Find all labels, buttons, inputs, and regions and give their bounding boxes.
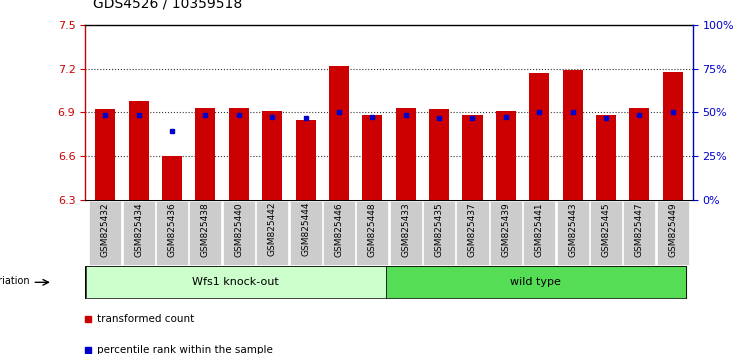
Bar <box>556 201 588 265</box>
Text: GSM825448: GSM825448 <box>368 202 377 257</box>
Bar <box>96 109 116 200</box>
Bar <box>596 115 616 200</box>
Bar <box>229 108 249 200</box>
Text: GSM825447: GSM825447 <box>635 202 644 257</box>
Bar <box>122 201 155 265</box>
Bar <box>629 108 649 200</box>
Text: percentile rank within the sample: percentile rank within the sample <box>97 346 273 354</box>
Bar <box>323 201 355 265</box>
Bar <box>129 101 149 200</box>
Text: GSM825433: GSM825433 <box>401 202 411 257</box>
Text: GDS4526 / 10359518: GDS4526 / 10359518 <box>93 0 242 11</box>
Bar <box>623 201 656 265</box>
Bar <box>523 201 555 265</box>
Text: Wfs1 knock-out: Wfs1 knock-out <box>192 277 279 287</box>
Text: GSM825440: GSM825440 <box>234 202 243 257</box>
Text: transformed count: transformed count <box>97 314 195 324</box>
Bar <box>223 201 255 265</box>
Bar <box>429 109 449 200</box>
Bar <box>662 72 682 200</box>
Text: GSM825435: GSM825435 <box>435 202 444 257</box>
Bar <box>296 120 316 200</box>
Text: GSM825443: GSM825443 <box>568 202 577 257</box>
Bar <box>256 201 288 265</box>
Text: GSM825434: GSM825434 <box>134 202 143 257</box>
Bar <box>386 266 686 298</box>
Text: GSM825446: GSM825446 <box>334 202 343 257</box>
Text: GSM825442: GSM825442 <box>268 202 276 257</box>
Bar <box>657 201 689 265</box>
Text: GSM825449: GSM825449 <box>668 202 677 257</box>
Text: GSM825439: GSM825439 <box>502 202 511 257</box>
Bar <box>390 201 422 265</box>
Bar <box>196 108 216 200</box>
Bar <box>496 111 516 200</box>
Text: GSM825441: GSM825441 <box>535 202 544 257</box>
Bar <box>156 201 188 265</box>
Text: GSM825445: GSM825445 <box>602 202 611 257</box>
Bar <box>290 201 322 265</box>
Bar <box>529 73 549 200</box>
Bar <box>190 201 222 265</box>
Bar <box>490 201 522 265</box>
Text: GSM825432: GSM825432 <box>101 202 110 257</box>
Bar <box>462 115 482 200</box>
Bar <box>362 115 382 200</box>
Text: GSM825437: GSM825437 <box>468 202 477 257</box>
Text: GSM825444: GSM825444 <box>301 202 310 257</box>
Bar <box>262 111 282 200</box>
Bar <box>86 266 385 298</box>
Text: wild type: wild type <box>511 277 562 287</box>
Text: GSM825438: GSM825438 <box>201 202 210 257</box>
Text: genotype/variation: genotype/variation <box>0 276 30 286</box>
Bar <box>329 66 349 200</box>
Bar <box>356 201 388 265</box>
Bar <box>89 201 122 265</box>
Bar <box>562 70 582 200</box>
Bar <box>396 108 416 200</box>
Bar <box>423 201 455 265</box>
Bar <box>590 201 622 265</box>
Bar <box>162 156 182 200</box>
Bar <box>456 201 488 265</box>
Text: GSM825436: GSM825436 <box>167 202 176 257</box>
